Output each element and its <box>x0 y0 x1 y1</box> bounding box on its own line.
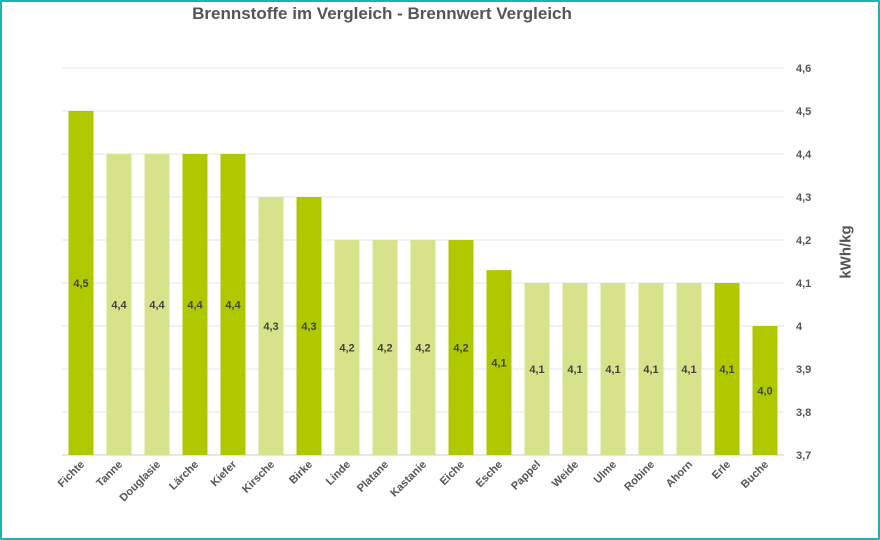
data-label: 4,2 <box>377 343 392 355</box>
data-label: 4,5 <box>73 278 88 290</box>
x-tick-label: Ahorn <box>664 458 696 490</box>
bar <box>106 154 132 455</box>
data-label: 4,4 <box>149 300 165 312</box>
x-tick-label: Robine <box>622 459 657 494</box>
bar <box>524 283 550 455</box>
x-tick-label: Lärche <box>167 459 201 493</box>
x-tick-label: Linde <box>324 459 353 488</box>
x-tick-label: Pappel <box>509 459 543 493</box>
data-label: 4,3 <box>301 321 316 333</box>
data-label: 4,4 <box>111 300 127 312</box>
bar <box>562 283 588 455</box>
data-label: 4,0 <box>757 386 772 398</box>
bar <box>296 197 322 455</box>
x-tick-label: Platane <box>355 459 391 495</box>
y-tick-label: 4,4 <box>796 149 812 161</box>
y-tick-label: 3,8 <box>796 407 811 419</box>
bar <box>676 283 702 455</box>
data-label: 4,1 <box>491 358 506 370</box>
bar <box>258 197 284 455</box>
x-tick-label: Erle <box>710 459 733 482</box>
x-tick-label: Kirsche <box>240 459 277 496</box>
y-tick-label: 4,5 <box>796 106 811 118</box>
data-label: 4,1 <box>529 364 544 376</box>
data-label: 4,4 <box>225 300 241 312</box>
bar <box>372 240 398 455</box>
bar <box>144 154 170 455</box>
data-label: 4,1 <box>719 364 734 376</box>
y-tick-label: 4,3 <box>796 192 811 204</box>
bar <box>334 240 360 455</box>
y-tick-label: 3,9 <box>796 364 811 376</box>
y-tick-label: 4,6 <box>796 63 811 75</box>
x-tick-label: Kastanie <box>388 459 429 500</box>
bar <box>714 283 740 455</box>
x-tick-label: Weide <box>550 459 581 490</box>
data-label: 4,1 <box>643 364 658 376</box>
x-tick-label: Esche <box>474 459 505 490</box>
bar <box>638 283 664 455</box>
data-label: 4,1 <box>605 364 620 376</box>
y-tick-label: 4,1 <box>796 278 811 290</box>
bar <box>486 270 512 455</box>
data-label: 4,4 <box>187 300 203 312</box>
x-tick-label: Douglasie <box>117 459 163 505</box>
y-tick-label: 4,2 <box>796 235 811 247</box>
x-tick-label: Eiche <box>438 459 467 488</box>
data-label: 4,1 <box>681 364 696 376</box>
bar <box>752 326 778 455</box>
x-tick-label: Ulme <box>592 459 620 487</box>
bar <box>182 154 208 455</box>
data-label: 4,1 <box>567 364 582 376</box>
x-tick-label: Kiefer <box>209 458 240 489</box>
data-label: 4,2 <box>453 343 468 355</box>
y-tick-label: 3,7 <box>796 450 811 462</box>
bar <box>68 111 94 455</box>
data-label: 4,2 <box>339 343 354 355</box>
bar <box>220 154 246 455</box>
data-label: 4,3 <box>263 321 278 333</box>
bar <box>448 240 474 455</box>
bar <box>410 240 436 455</box>
x-tick-label: Fichte <box>56 459 87 490</box>
chart-title: Brennstoffe im Vergleich - Brennwert Ver… <box>192 4 572 23</box>
x-tick-label: Birke <box>287 459 315 487</box>
x-tick-label: Buche <box>739 459 771 491</box>
bar <box>600 283 626 455</box>
data-label: 4,2 <box>415 343 430 355</box>
x-tick-label: Tanne <box>94 459 125 490</box>
y-tick-label: 4 <box>796 321 803 333</box>
